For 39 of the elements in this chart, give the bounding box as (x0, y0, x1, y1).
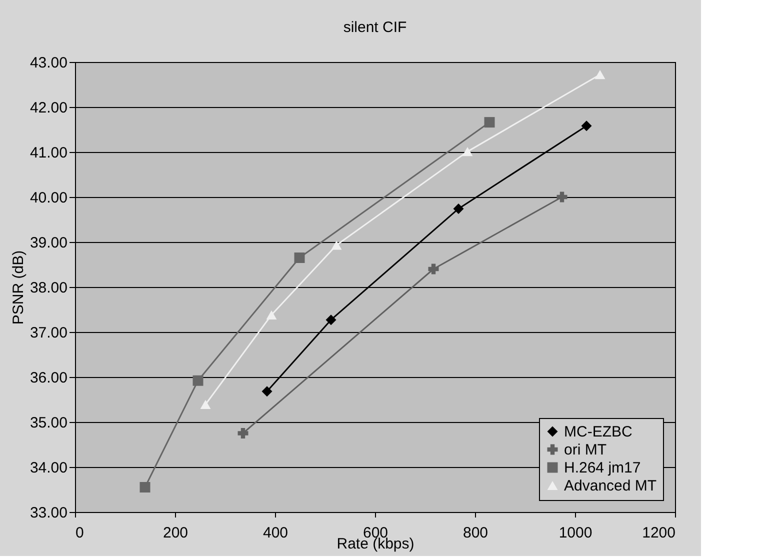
point (238, 428, 248, 438)
x-tick-label: 400 (262, 524, 288, 542)
x-tick-label: 0 (76, 524, 84, 542)
point (140, 482, 150, 492)
point (594, 70, 606, 80)
point (331, 240, 342, 250)
y-tick-label: 42.00 (30, 100, 68, 116)
y-tick-label: 40.00 (30, 190, 68, 206)
point (200, 400, 211, 409)
x-tick-label: 200 (162, 524, 188, 542)
y-tick-label: 33.00 (30, 504, 68, 522)
x-tick-label: 1000 (558, 524, 592, 542)
y-tick-label: 39.00 (30, 234, 68, 252)
point (294, 252, 305, 263)
legend-label: H.264 jm17 (564, 460, 641, 476)
y-tick-label: 34.00 (30, 460, 68, 476)
point (428, 264, 439, 274)
chart-title: silent CIF (343, 19, 407, 36)
y-tick-label: 36.00 (30, 370, 68, 386)
y-axis-title: PSNR (dB) (10, 250, 27, 325)
legend-label: MC-EZBC (564, 424, 632, 440)
y-tick-label: 37.00 (30, 324, 68, 342)
y-tick-label: 35.00 (30, 414, 68, 432)
x-tick-label: 800 (462, 524, 488, 542)
point (192, 375, 204, 386)
point (484, 117, 495, 128)
point (326, 314, 336, 326)
point (266, 310, 277, 320)
point (581, 120, 592, 132)
legend-label: Advanced MT (564, 478, 657, 494)
y-tick-label: 43.00 (30, 54, 68, 72)
point (262, 386, 272, 397)
point (462, 147, 473, 156)
y-tick-label: 41.00 (30, 144, 68, 162)
point (453, 203, 464, 214)
legend-label: ori MT (564, 442, 606, 458)
y-tick-label: 38.00 (30, 280, 68, 296)
x-tick-label: 1200 (642, 524, 676, 542)
point (556, 192, 568, 202)
